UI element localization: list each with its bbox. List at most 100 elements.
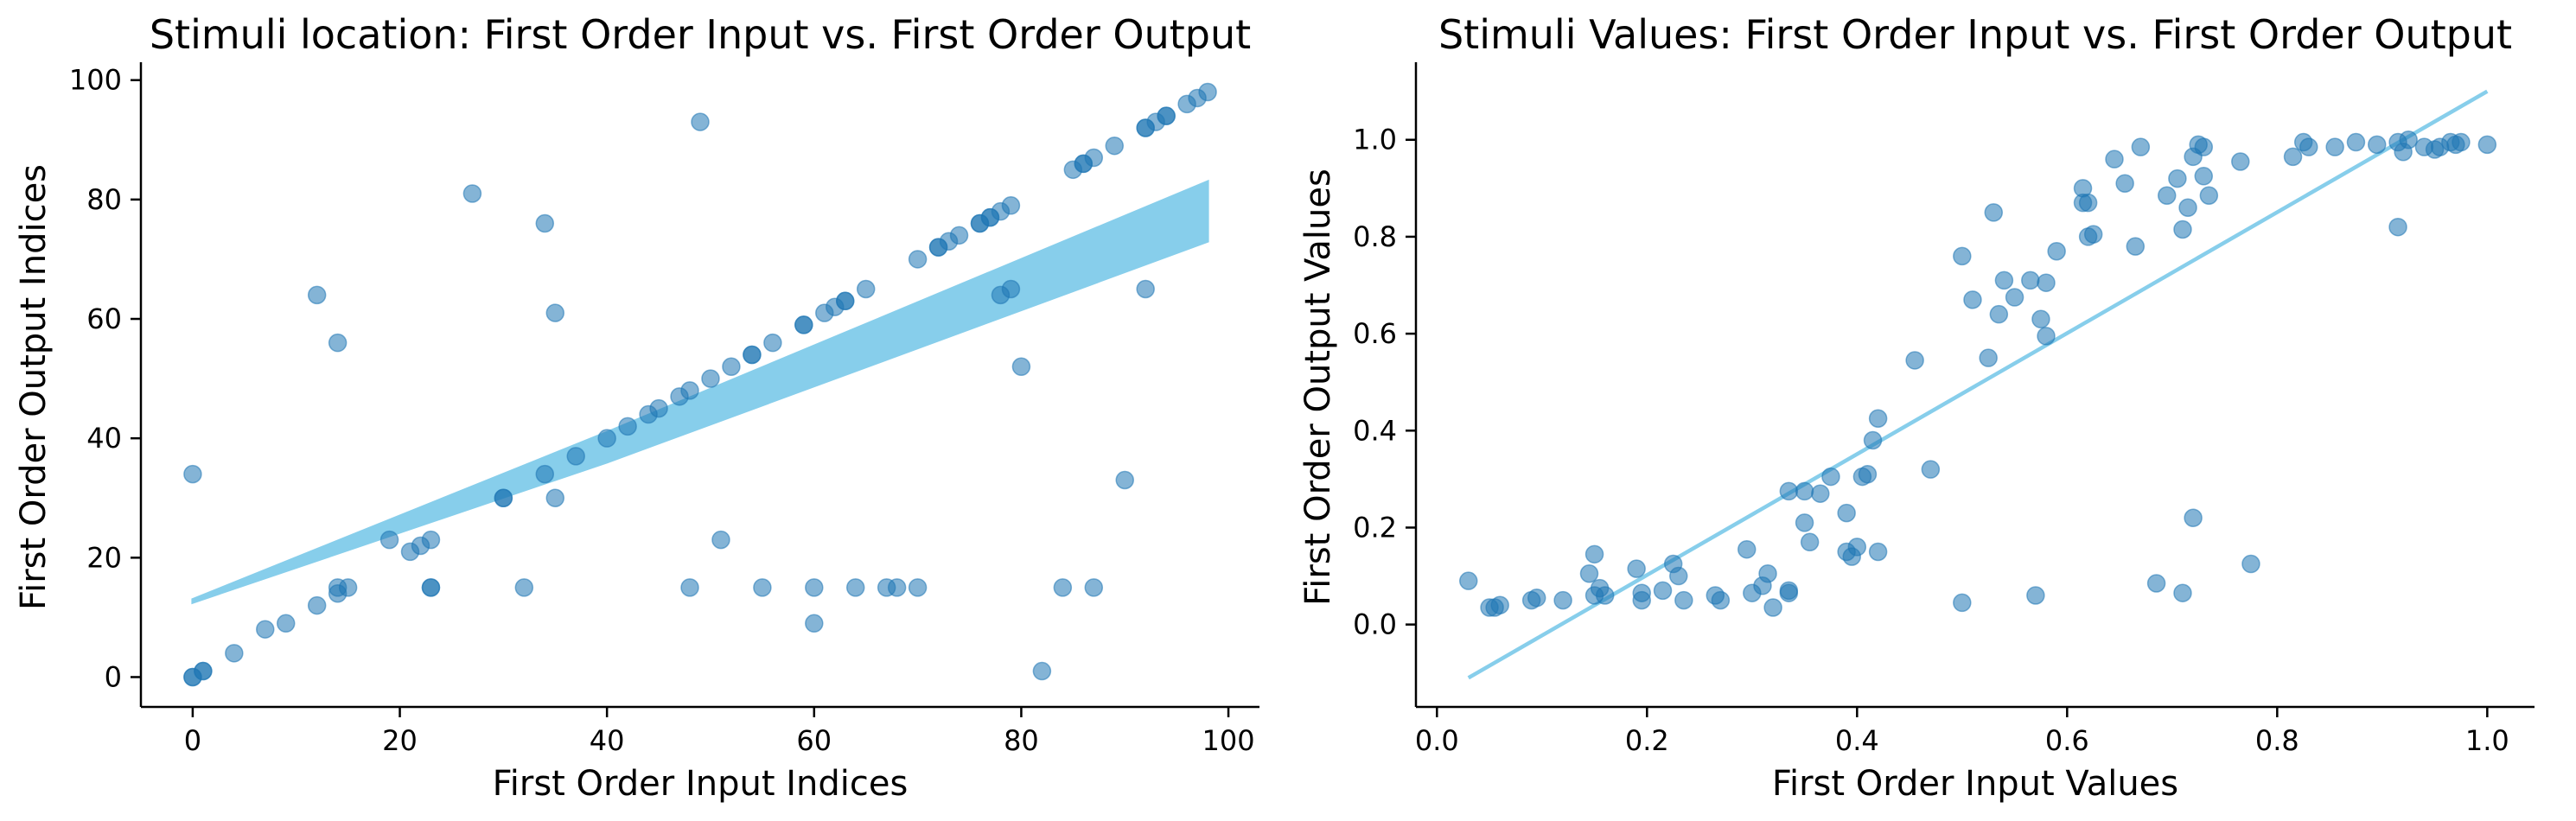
scatter-point (379, 530, 399, 550)
scatter-point (1994, 270, 2014, 290)
y-tick-label: 0.0 (1353, 608, 1397, 641)
x-axis-label: First Order Input Indices (493, 764, 909, 804)
scatter-point (1963, 290, 1982, 309)
scatter-point (1632, 583, 1651, 602)
y-tick-label: 20 (86, 541, 122, 574)
scatter-point (2325, 137, 2344, 156)
scatter-point (2299, 137, 2318, 156)
scatter-point (2031, 309, 2050, 329)
scatter-point (908, 250, 928, 269)
fit-line-layer (1467, 89, 2489, 680)
scatter-point (1053, 578, 1073, 597)
scatter-point (421, 530, 441, 550)
scatter-point (338, 578, 358, 597)
scatter-point (545, 488, 565, 507)
scatter-point (805, 614, 824, 633)
scatter-point (1989, 304, 2009, 324)
scatter-point (711, 530, 730, 550)
scatter-point (680, 381, 699, 400)
scatter-point (1595, 586, 1615, 605)
fit-band-layer (191, 179, 1209, 605)
scatter-point (1868, 409, 1888, 429)
scatter-point (908, 578, 928, 597)
scatter-point (1579, 564, 1599, 583)
scatter-point (1001, 196, 1021, 215)
y-tick-label: 0.8 (1353, 220, 1397, 253)
scatter-point (680, 578, 699, 597)
y-tick-label: 0 (105, 660, 122, 693)
scatter-point (1837, 503, 1856, 523)
scatter-point (1490, 595, 1509, 614)
scatter-point (1953, 593, 1972, 613)
scatter-point (2083, 225, 2103, 244)
chart-title: Stimuli location: First Order Input vs. … (150, 11, 1251, 58)
scatter-point (2037, 327, 2056, 346)
scatter-point (1157, 106, 1176, 125)
fit-line (1467, 89, 2489, 680)
axes-layer: 0.0 0.2 0.4 0.6 0.8 1.0 0.0 0.2 0.4 0.6 0.8 1.0 (1353, 62, 2535, 757)
scatter-point (1553, 590, 1572, 610)
scatter-point (328, 333, 348, 353)
scatter-point (845, 578, 865, 597)
scatter-point (949, 226, 969, 245)
scatter-point (1905, 351, 1924, 370)
scatter-point (2283, 147, 2303, 167)
scatter-point (2477, 135, 2497, 155)
scatter-point (2399, 130, 2418, 150)
y-axis-label: First Order Output Indices (14, 164, 54, 610)
y-tick-label: 0.2 (1353, 511, 1397, 544)
x-tick-label: 60 (796, 724, 832, 757)
scatter-point (691, 112, 710, 131)
scatter-point (1737, 539, 1757, 559)
scatter-point (701, 369, 720, 388)
scatter-point (462, 184, 482, 203)
scatter-point (1674, 590, 1693, 610)
scatter-point (2194, 167, 2214, 186)
scatter-point (1953, 246, 1972, 266)
y-tick-label: 0.6 (1353, 317, 1397, 350)
fit-band (191, 179, 1209, 605)
scatter-point (1795, 513, 1814, 532)
scatter-point (1032, 661, 1052, 681)
scatter-point (2184, 508, 2203, 527)
scatter-point (1984, 203, 2004, 222)
scatter-point (1847, 538, 1867, 557)
scatter-point (535, 464, 555, 484)
scatter-point (2078, 193, 2098, 213)
scatter-point (276, 614, 296, 633)
scatter-point (2173, 220, 2192, 239)
scatter-point (1758, 564, 1777, 583)
scatter-point (225, 644, 244, 663)
scatter-point (2452, 132, 2471, 152)
scatter-point (1198, 82, 1217, 102)
x-tick-label: 0.6 (2045, 724, 2089, 757)
scatter-point (2231, 152, 2250, 171)
points-layer (1459, 130, 2497, 617)
scatter-point (2173, 583, 2192, 602)
scatter-point (2105, 150, 2124, 169)
scatter-point (256, 620, 275, 639)
scatter-point (1084, 578, 1104, 597)
scatter-point (722, 357, 741, 377)
scatter-point (2168, 169, 2187, 188)
scatter-point (1105, 136, 1125, 156)
scatter-point (183, 464, 202, 484)
scatter-point (2021, 270, 2040, 290)
scatter-point (2178, 198, 2197, 218)
scatter-point (1669, 566, 1688, 586)
axes-layer: 0 20 40 60 80 100 0 20 40 60 80 100 (69, 62, 1259, 757)
scatter-point (1779, 481, 1799, 501)
x-tick-label: 80 (1004, 724, 1039, 757)
scatter-point (421, 578, 441, 597)
scatter-point (856, 279, 876, 299)
scatter-point (743, 345, 762, 365)
scatter-point (2388, 217, 2407, 237)
chart-title: Stimuli Values: First Order Input vs. Fi… (1438, 11, 2512, 58)
y-tick-label: 60 (86, 302, 122, 335)
scatter-point (1858, 465, 1878, 484)
x-tick-label: 40 (590, 724, 625, 757)
scatter-point (2146, 574, 2166, 593)
scatter-point (2241, 554, 2260, 574)
scatter-point (1779, 581, 1799, 601)
